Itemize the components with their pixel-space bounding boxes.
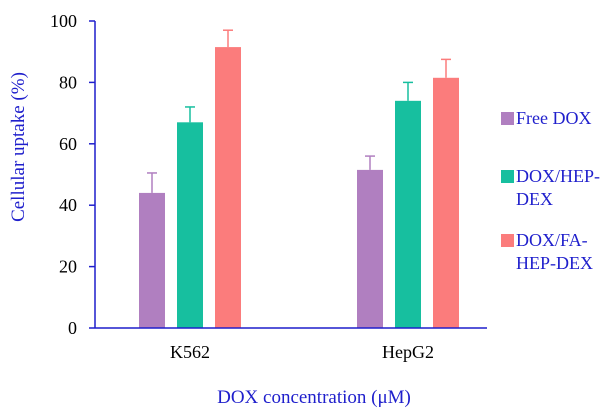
bar bbox=[433, 77, 459, 328]
bars bbox=[139, 29, 459, 328]
bar bbox=[177, 122, 203, 328]
x-tick-label: HepG2 bbox=[382, 342, 434, 362]
bar bbox=[215, 47, 241, 328]
y-tick-label: 0 bbox=[68, 318, 77, 338]
legend-label: DOX/HEP- bbox=[516, 166, 600, 186]
y-axis: 0 20 40 60 80 100 bbox=[50, 11, 96, 338]
y-tick-label: 100 bbox=[50, 11, 77, 31]
x-axis: K562 HepG2 bbox=[95, 327, 487, 362]
y-tick-label: 80 bbox=[59, 72, 77, 92]
legend-label: DEX bbox=[516, 189, 553, 209]
bar bbox=[139, 192, 165, 328]
bar bbox=[395, 100, 421, 328]
legend-label: Free DOX bbox=[516, 108, 591, 128]
bar bbox=[357, 169, 383, 328]
legend-label: HEP-DEX bbox=[516, 253, 593, 273]
x-tick-label: K562 bbox=[170, 342, 210, 362]
legend-swatch bbox=[501, 170, 514, 183]
legend-label: DOX/FA- bbox=[516, 230, 588, 250]
legend-swatch bbox=[501, 112, 514, 125]
y-tick-label: 20 bbox=[59, 257, 77, 277]
x-axis-label: DOX concentration (μM) bbox=[217, 387, 411, 408]
legend-swatch bbox=[501, 234, 514, 247]
y-axis-label: Cellular uptake (%) bbox=[8, 72, 29, 222]
legend: Free DOX DOX/HEP- DEX DOX/FA- HEP-DEX bbox=[501, 108, 600, 273]
y-tick-label: 40 bbox=[59, 195, 77, 215]
y-tick-label: 60 bbox=[59, 134, 77, 154]
